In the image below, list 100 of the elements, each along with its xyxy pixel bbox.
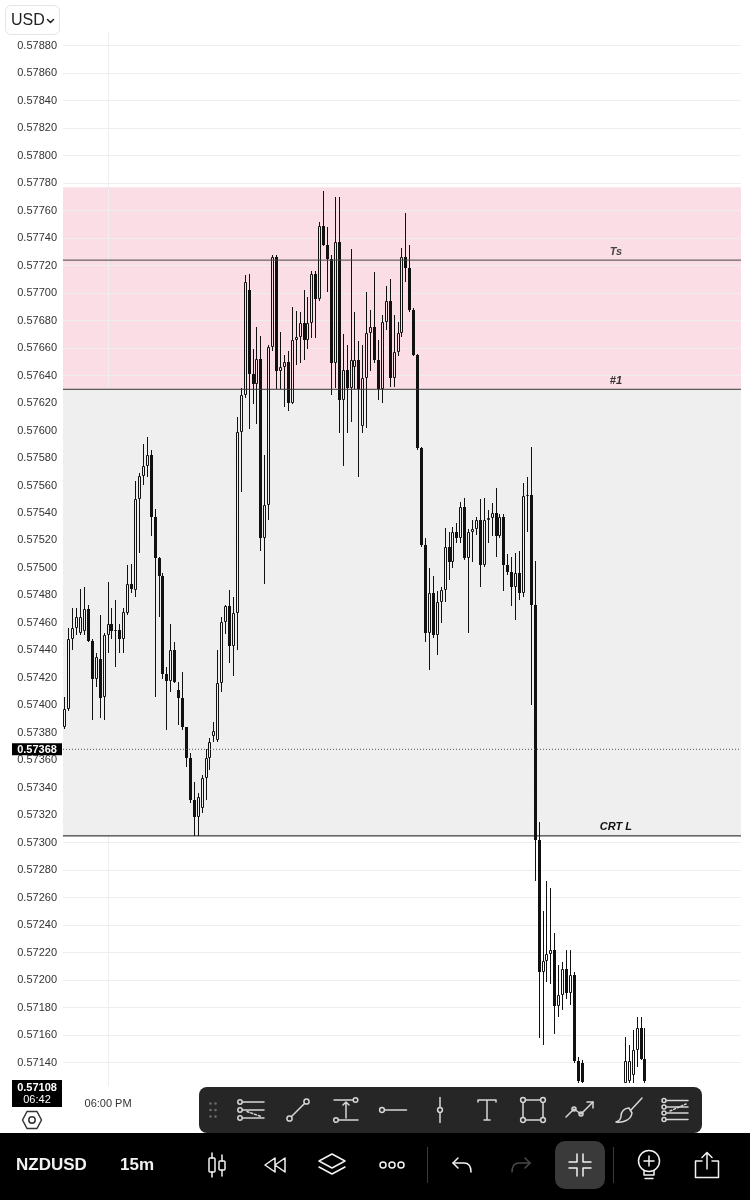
text: 15m [120, 1155, 155, 1175]
candlestick [373, 271, 376, 364]
candlestick [306, 296, 309, 350]
candlestick [338, 196, 341, 434]
candlestick [150, 449, 153, 537]
candlestick [628, 1044, 631, 1084]
y-tick-label: 0.57240 [17, 918, 57, 931]
candlestick [185, 727, 188, 768]
candlestick [267, 344, 270, 521]
y-tick-label: 0.57620 [17, 396, 57, 409]
candlestick [381, 314, 384, 404]
y-tick-label: 0.57800 [17, 148, 57, 161]
candlestick [154, 508, 157, 698]
ref-line-label: #1 [609, 373, 623, 386]
candlestick [259, 335, 262, 552]
y-tick-label: 0.57540 [17, 506, 57, 518]
y-tick-label: 0.57140 [17, 1055, 57, 1068]
candlestick [310, 270, 313, 339]
ref-line-label: Ts [609, 244, 623, 257]
candlestick [561, 961, 564, 1011]
y-tick-label: 0.57440 [17, 643, 57, 656]
candlestick [346, 344, 349, 434]
candlestick [91, 638, 94, 721]
candlestick [248, 273, 251, 430]
candlestick [353, 311, 356, 390]
y-tick-label: 0.57460 [17, 615, 57, 628]
y-tick-label: 0.57520 [17, 533, 57, 546]
candlestick [169, 623, 172, 693]
candlestick [189, 752, 192, 804]
y-tick-label: 0.57700 [17, 286, 57, 299]
candlestick [67, 627, 70, 712]
candlestick [63, 696, 66, 730]
candlestick [636, 1016, 639, 1068]
y-tick-label: 0.57840 [17, 93, 57, 106]
candlestick [408, 244, 411, 313]
y-tick-label: 0.57320 [17, 808, 57, 821]
candlestick [424, 537, 427, 643]
candlestick [444, 527, 447, 603]
candlestick [252, 348, 255, 405]
y-tick-label: 0.57220 [17, 945, 57, 958]
candlestick [299, 311, 302, 364]
candlestick [479, 498, 482, 588]
y-tick-label: 0.57400 [17, 698, 57, 711]
candlestick [577, 1056, 580, 1084]
y-tick-label: 0.57780 [17, 176, 57, 189]
candlestick [357, 340, 360, 478]
candlestick [624, 1036, 627, 1083]
y-tick-label: 0.57300 [17, 835, 57, 848]
text: 06:42 [23, 1093, 51, 1106]
y-tick-label: 0.57260 [17, 890, 57, 903]
candlestick [283, 354, 286, 408]
y-tick-label: 0.57280 [17, 863, 57, 876]
ref-line-label: 0.57368 [17, 742, 57, 755]
candlestick [471, 519, 474, 563]
y-tick-label: 0.57560 [17, 478, 57, 491]
candlestick [632, 1029, 635, 1084]
candlestick [350, 248, 353, 423]
y-tick-label: 0.57600 [17, 423, 57, 436]
candlestick [361, 344, 364, 434]
y-tick-label: 0.57500 [17, 560, 57, 573]
candlestick [79, 588, 82, 636]
y-tick-label: 0.57640 [17, 368, 57, 381]
y-tick-label: 0.57660 [17, 341, 57, 354]
candlestick [553, 932, 556, 1035]
candlestick [436, 590, 439, 656]
candlestick [502, 513, 505, 592]
y-tick-label: 0.57380 [17, 725, 57, 738]
candlestick [365, 291, 368, 429]
candlestick [103, 632, 106, 721]
y-tick-label: 0.57760 [17, 203, 57, 216]
y-tick-label: 0.57160 [17, 1028, 57, 1041]
candlestick [142, 443, 145, 486]
candlestick [440, 586, 443, 624]
candlestick [530, 446, 533, 706]
candlestick [369, 309, 372, 372]
candlestick [232, 596, 235, 677]
y-tick-label: 0.57740 [17, 231, 57, 244]
candlestick [303, 289, 306, 361]
candlestick [275, 254, 278, 390]
candlestick [573, 971, 576, 1064]
y-tick-label: 0.57880 [17, 38, 57, 51]
x-tick-label: 06:00 PM [84, 1096, 132, 1109]
y-tick-label: 0.57580 [17, 451, 57, 464]
candlestick [491, 502, 494, 537]
candlestick [99, 614, 102, 719]
candlestick [244, 274, 247, 399]
candlestick [483, 497, 486, 568]
candlestick [522, 482, 525, 598]
candlestick [201, 774, 204, 814]
candlestick [75, 607, 78, 636]
candlestick [495, 487, 498, 558]
y-tick-label: 0.57180 [17, 1000, 57, 1013]
candlestick [432, 575, 435, 639]
candlestick [181, 671, 184, 731]
y-axis-title: USD [11, 11, 45, 29]
candlestick [318, 221, 321, 302]
candlestick [463, 497, 466, 561]
candlestick [138, 472, 141, 554]
candlestick [220, 616, 223, 693]
candlestick [295, 310, 298, 366]
